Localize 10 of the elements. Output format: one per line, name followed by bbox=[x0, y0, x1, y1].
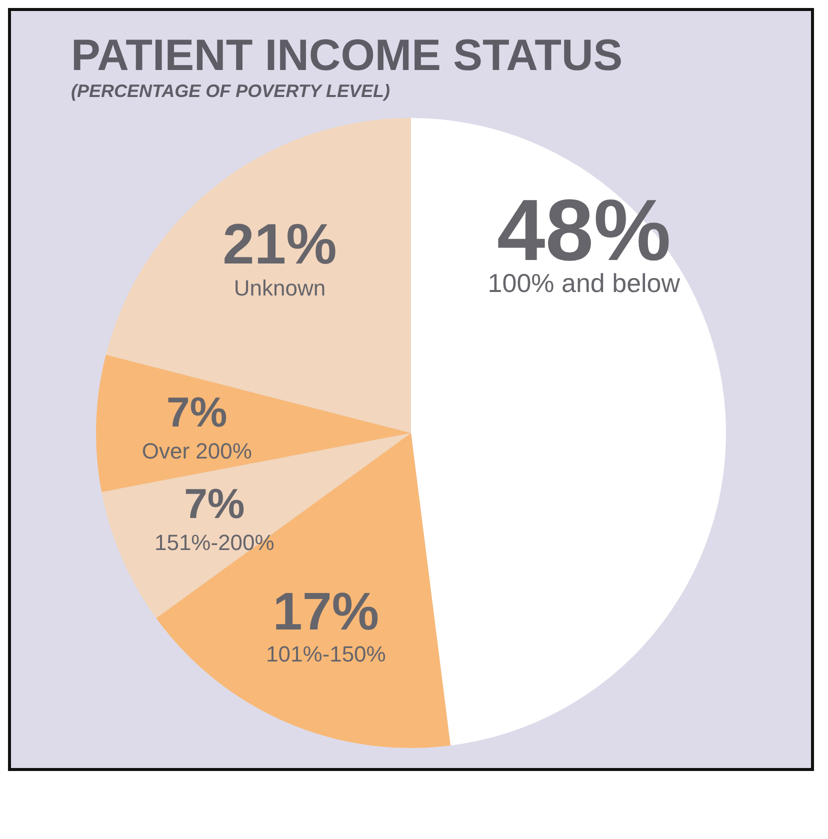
slice-label: 101%-150% bbox=[266, 642, 386, 667]
slice-label: Over 200% bbox=[142, 438, 252, 464]
slice-label: 151%-200% bbox=[154, 530, 274, 556]
data-label: 7% bbox=[166, 388, 228, 436]
chart-subtitle: (PERCENTAGE OF POVERTY LEVEL) bbox=[71, 81, 392, 102]
data-label: 21% bbox=[222, 212, 337, 277]
data-label: 17% bbox=[272, 582, 379, 642]
chart-title: PATIENT INCOME STATUS bbox=[71, 31, 624, 81]
slice-label: Unknown bbox=[234, 276, 326, 301]
data-label: 7% bbox=[184, 480, 245, 528]
